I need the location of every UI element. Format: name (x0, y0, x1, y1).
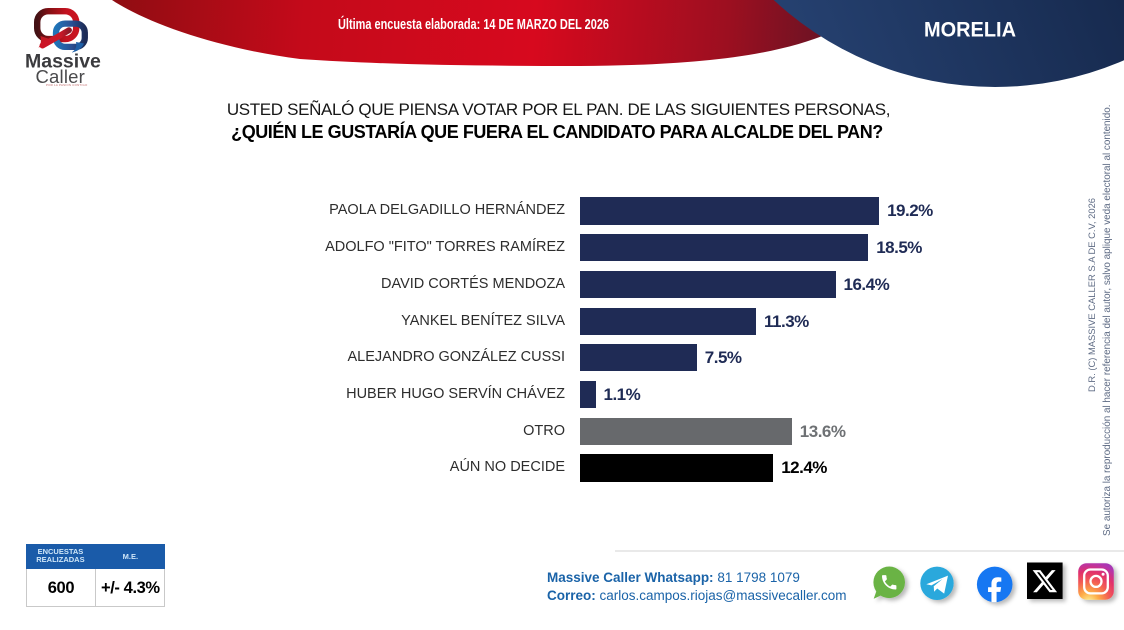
svg-text:POR LA PASION CONTIGO: POR LA PASION CONTIGO (46, 83, 88, 87)
svg-text:Massive: Massive (25, 51, 101, 73)
svg-text:Caller: Caller (36, 66, 86, 87)
svg-text:MORELIA: MORELIA (924, 18, 1016, 42)
svg-text:Última encuesta elaborada: 14: Última encuesta elaborada: 14 DE MARZO D… (338, 15, 609, 33)
